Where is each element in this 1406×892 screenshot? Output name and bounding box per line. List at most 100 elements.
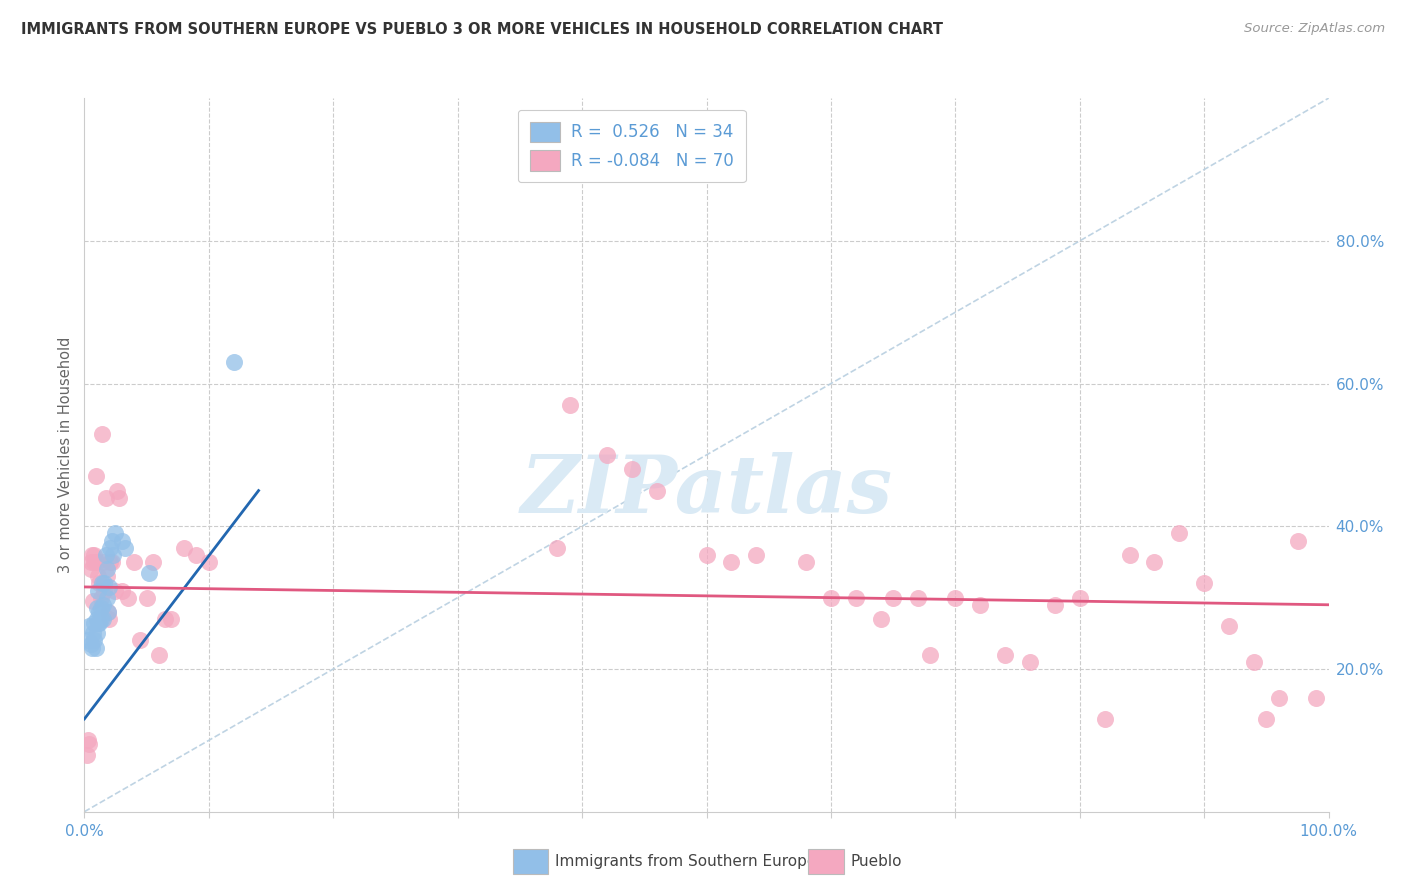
Point [129,633,152,648]
Point [1305,690,1327,705]
Point [745,548,768,562]
Point [1286,533,1309,548]
Point [1043,598,1066,612]
Point [1069,591,1091,605]
Point [1168,526,1191,541]
Point [138,566,160,580]
Point [98,612,121,626]
Point [100,555,122,569]
Point [86,555,108,569]
Point [97,605,120,619]
Point [84,469,107,483]
Point [882,591,904,605]
Point [1256,712,1278,726]
Point [90,612,112,626]
Point [86,601,108,615]
Point [645,483,668,498]
Point [104,526,127,541]
Point [79,555,101,569]
Legend: R =  0.526   N = 34, R = -0.084   N = 70: R = 0.526 N = 34, R = -0.084 N = 70 [517,110,745,182]
Point [87,583,110,598]
Point [596,448,619,462]
Point [82,626,104,640]
Point [83,548,105,562]
Point [148,648,170,662]
Point [90,576,112,591]
Point [142,555,165,569]
Point [100,541,122,555]
Point [1194,576,1216,591]
Point [222,355,245,369]
Text: IMMIGRANTS FROM SOUTHERN EUROPE VS PUEBLO 3 OR MORE VEHICLES IN HOUSEHOLD CORREL: IMMIGRANTS FROM SOUTHERN EUROPE VS PUEBL… [21,22,943,37]
Point [111,583,134,598]
Y-axis label: 3 or more Vehicles in Household: 3 or more Vehicles in Household [58,337,73,573]
Point [98,580,121,594]
Point [620,462,643,476]
Point [77,633,100,648]
Point [83,555,105,569]
Point [104,583,127,598]
Point [108,491,131,505]
Point [94,491,117,505]
Point [186,548,208,562]
Point [994,648,1017,662]
Point [1243,655,1265,669]
Point [1143,555,1166,569]
Point [87,569,110,583]
Point [90,591,112,605]
Point [89,576,111,591]
Point [100,533,122,548]
Point [820,591,842,605]
Point [845,591,868,605]
Point [80,640,103,655]
Point [90,426,112,441]
Point [114,541,136,555]
Point [89,605,111,619]
Point [93,576,115,591]
Point [920,648,942,662]
Point [90,601,112,615]
Point [1118,548,1140,562]
Point [86,612,108,626]
Text: Source: ZipAtlas.com: Source: ZipAtlas.com [1244,22,1385,36]
Point [79,562,101,576]
Point [907,591,929,605]
Point [794,555,817,569]
Point [160,612,183,626]
Point [969,598,991,612]
Point [869,612,891,626]
Point [546,541,568,555]
Point [696,548,718,562]
Point [96,562,118,576]
Point [1019,655,1042,669]
Point [100,555,122,569]
Point [89,615,111,630]
Point [135,591,157,605]
Point [91,555,114,569]
Point [93,583,115,598]
Point [105,483,128,498]
Point [96,569,118,583]
Point [97,605,120,619]
Point [87,615,110,630]
Point [91,598,114,612]
Point [945,591,967,605]
Point [83,633,105,648]
Point [79,637,101,651]
Point [86,626,108,640]
Point [82,594,104,608]
Point [198,555,221,569]
Point [173,541,195,555]
Point [94,548,117,562]
Point [117,591,139,605]
Text: Immigrants from Southern Europe: Immigrants from Southern Europe [555,855,817,869]
Point [84,640,107,655]
Point [122,555,145,569]
Point [558,398,581,412]
Point [155,612,177,626]
Point [1218,619,1240,633]
Point [91,612,114,626]
Point [76,747,98,762]
Point [83,615,105,630]
Text: Pueblo: Pueblo [851,855,903,869]
